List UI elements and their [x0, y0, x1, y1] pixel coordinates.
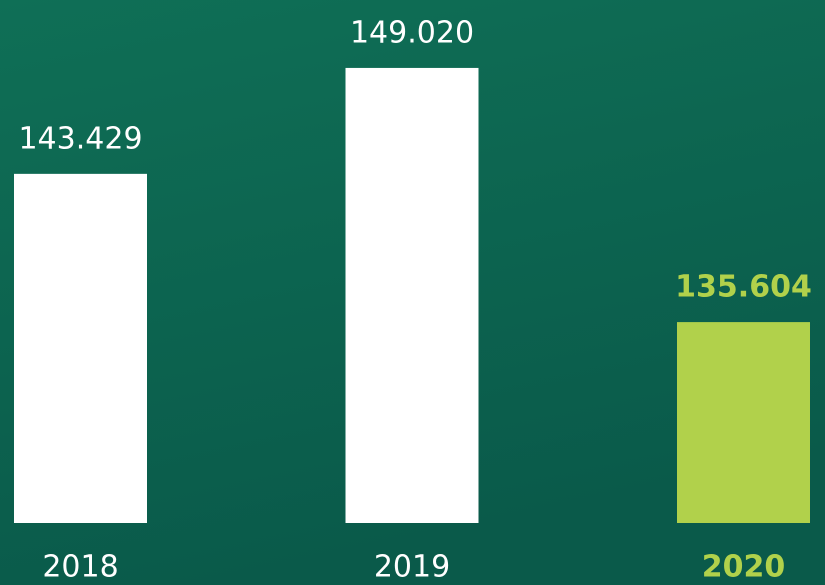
bar — [345, 67, 479, 524]
value-label: 135.604 — [675, 270, 812, 305]
x-tick-label: 2018 — [42, 550, 118, 585]
value-label: 149.020 — [350, 15, 474, 50]
x-tick-label: 2019 — [374, 550, 450, 585]
value-label: 143.429 — [18, 121, 142, 156]
x-tick-label: 2020 — [702, 550, 786, 585]
bar — [14, 173, 147, 523]
bar — [677, 322, 810, 523]
